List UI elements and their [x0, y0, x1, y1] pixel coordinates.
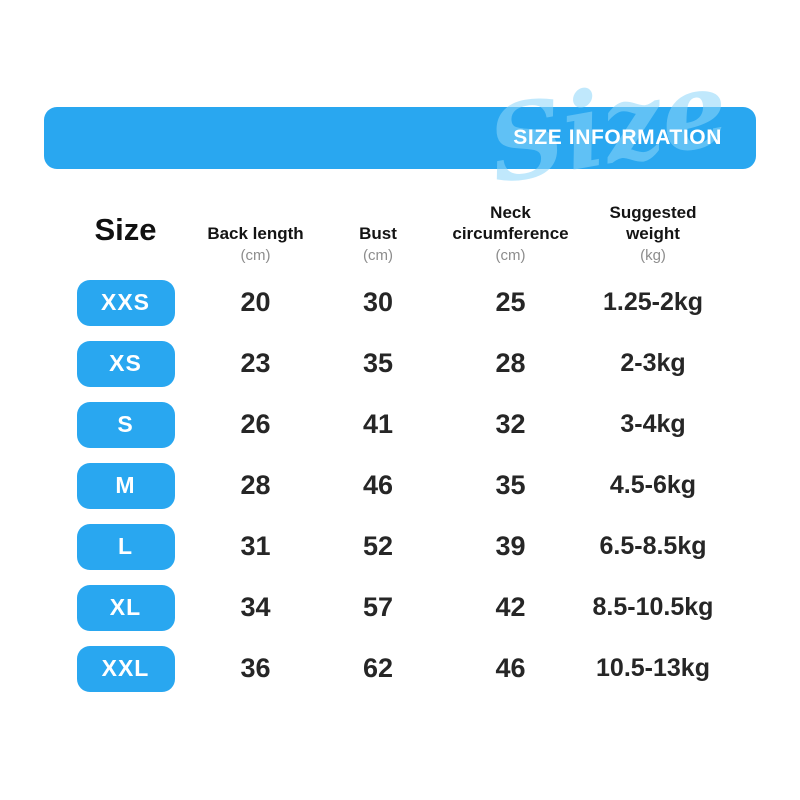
size-badge-cell: XL	[58, 584, 193, 631]
back-length-label: Back length	[207, 223, 304, 243]
size-badge-cell: XXL	[58, 645, 193, 692]
table-row: M 28 46 35 4.5-6kg	[58, 455, 728, 516]
size-badge: S	[76, 401, 175, 448]
back-length-column-header: Back length (cm)	[193, 223, 318, 264]
suggested-weight-label: Suggested weight	[609, 202, 697, 243]
neck-circumference-value: 35	[495, 470, 526, 500]
suggested-weight-value: 2-3kg	[620, 349, 686, 377]
bust-column-header: Bust (cm)	[318, 223, 438, 264]
size-badge-cell: M	[58, 462, 193, 509]
size-badge: XXS	[76, 279, 175, 326]
back-length-unit: (cm)	[240, 247, 271, 264]
back-length-value: 28	[240, 470, 271, 500]
table-row: XL 34 57 42 8.5-10.5kg	[58, 577, 728, 638]
neck-circumference-column-header: Neck circumference (cm)	[438, 202, 583, 265]
suggested-weight-column-header: Suggested weight (kg)	[583, 202, 723, 265]
size-column-header: Size	[94, 212, 157, 247]
size-badge-cell: S	[58, 401, 193, 448]
neck-circumference-label: Neck circumference	[452, 202, 569, 243]
suggested-weight-value: 8.5-10.5kg	[592, 593, 714, 621]
neck-circumference-value: 42	[495, 592, 526, 622]
table-body: XXS 20 30 25 1.25-2kg XS 23 35 28 2-3kg …	[58, 272, 728, 699]
back-length-value: 31	[240, 531, 271, 561]
bust-label: Bust	[359, 223, 397, 243]
bust-value: 46	[362, 470, 394, 500]
back-length-value: 23	[240, 348, 271, 378]
neck-circumference-value: 39	[495, 531, 526, 561]
bust-value: 62	[362, 653, 394, 683]
size-badge: XS	[76, 340, 175, 387]
table-row: XS 23 35 28 2-3kg	[58, 333, 728, 394]
suggested-weight-unit: (kg)	[640, 247, 666, 264]
banner-title: SIZE INFORMATION	[513, 126, 722, 149]
bust-value: 30	[362, 287, 394, 317]
size-badge-cell: XXS	[58, 279, 193, 326]
bust-unit: (cm)	[363, 247, 393, 264]
neck-circumference-value: 32	[495, 409, 526, 439]
bust-value: 57	[362, 592, 394, 622]
table-row: XXS 20 30 25 1.25-2kg	[58, 272, 728, 333]
neck-circumference-value: 25	[495, 287, 526, 317]
neck-circumference-value: 28	[495, 348, 526, 378]
size-badge: L	[76, 523, 175, 570]
suggested-weight-value: 10.5-13kg	[596, 654, 710, 682]
size-information-banner: Size SIZE INFORMATION	[44, 45, 756, 208]
table-row: L 31 52 39 6.5-8.5kg	[58, 516, 728, 577]
size-badge-cell: XS	[58, 340, 193, 387]
neck-circumference-value: 46	[495, 653, 526, 683]
neck-circumference-unit: (cm)	[495, 247, 526, 264]
size-badge-cell: L	[58, 523, 193, 570]
bust-value: 35	[362, 348, 394, 378]
back-length-value: 36	[240, 653, 271, 683]
size-table: Size Back length (cm) Bust (cm) Neck cir…	[58, 188, 728, 699]
table-row: S 26 41 32 3-4kg	[58, 394, 728, 455]
suggested-weight-value: 4.5-6kg	[609, 471, 697, 499]
size-badge: XL	[76, 584, 175, 631]
bust-value: 52	[362, 531, 394, 561]
bust-value: 41	[362, 409, 394, 439]
suggested-weight-value: 3-4kg	[620, 410, 686, 438]
back-length-value: 34	[240, 592, 271, 622]
suggested-weight-value: 1.25-2kg	[602, 288, 704, 316]
size-badge: M	[76, 462, 175, 509]
table-header-row: Size Back length (cm) Bust (cm) Neck cir…	[58, 188, 728, 272]
back-length-value: 26	[240, 409, 271, 439]
table-row: XXL 36 62 46 10.5-13kg	[58, 638, 728, 699]
size-badge: XXL	[76, 645, 175, 692]
suggested-weight-value: 6.5-8.5kg	[599, 532, 707, 560]
back-length-value: 20	[240, 287, 271, 317]
